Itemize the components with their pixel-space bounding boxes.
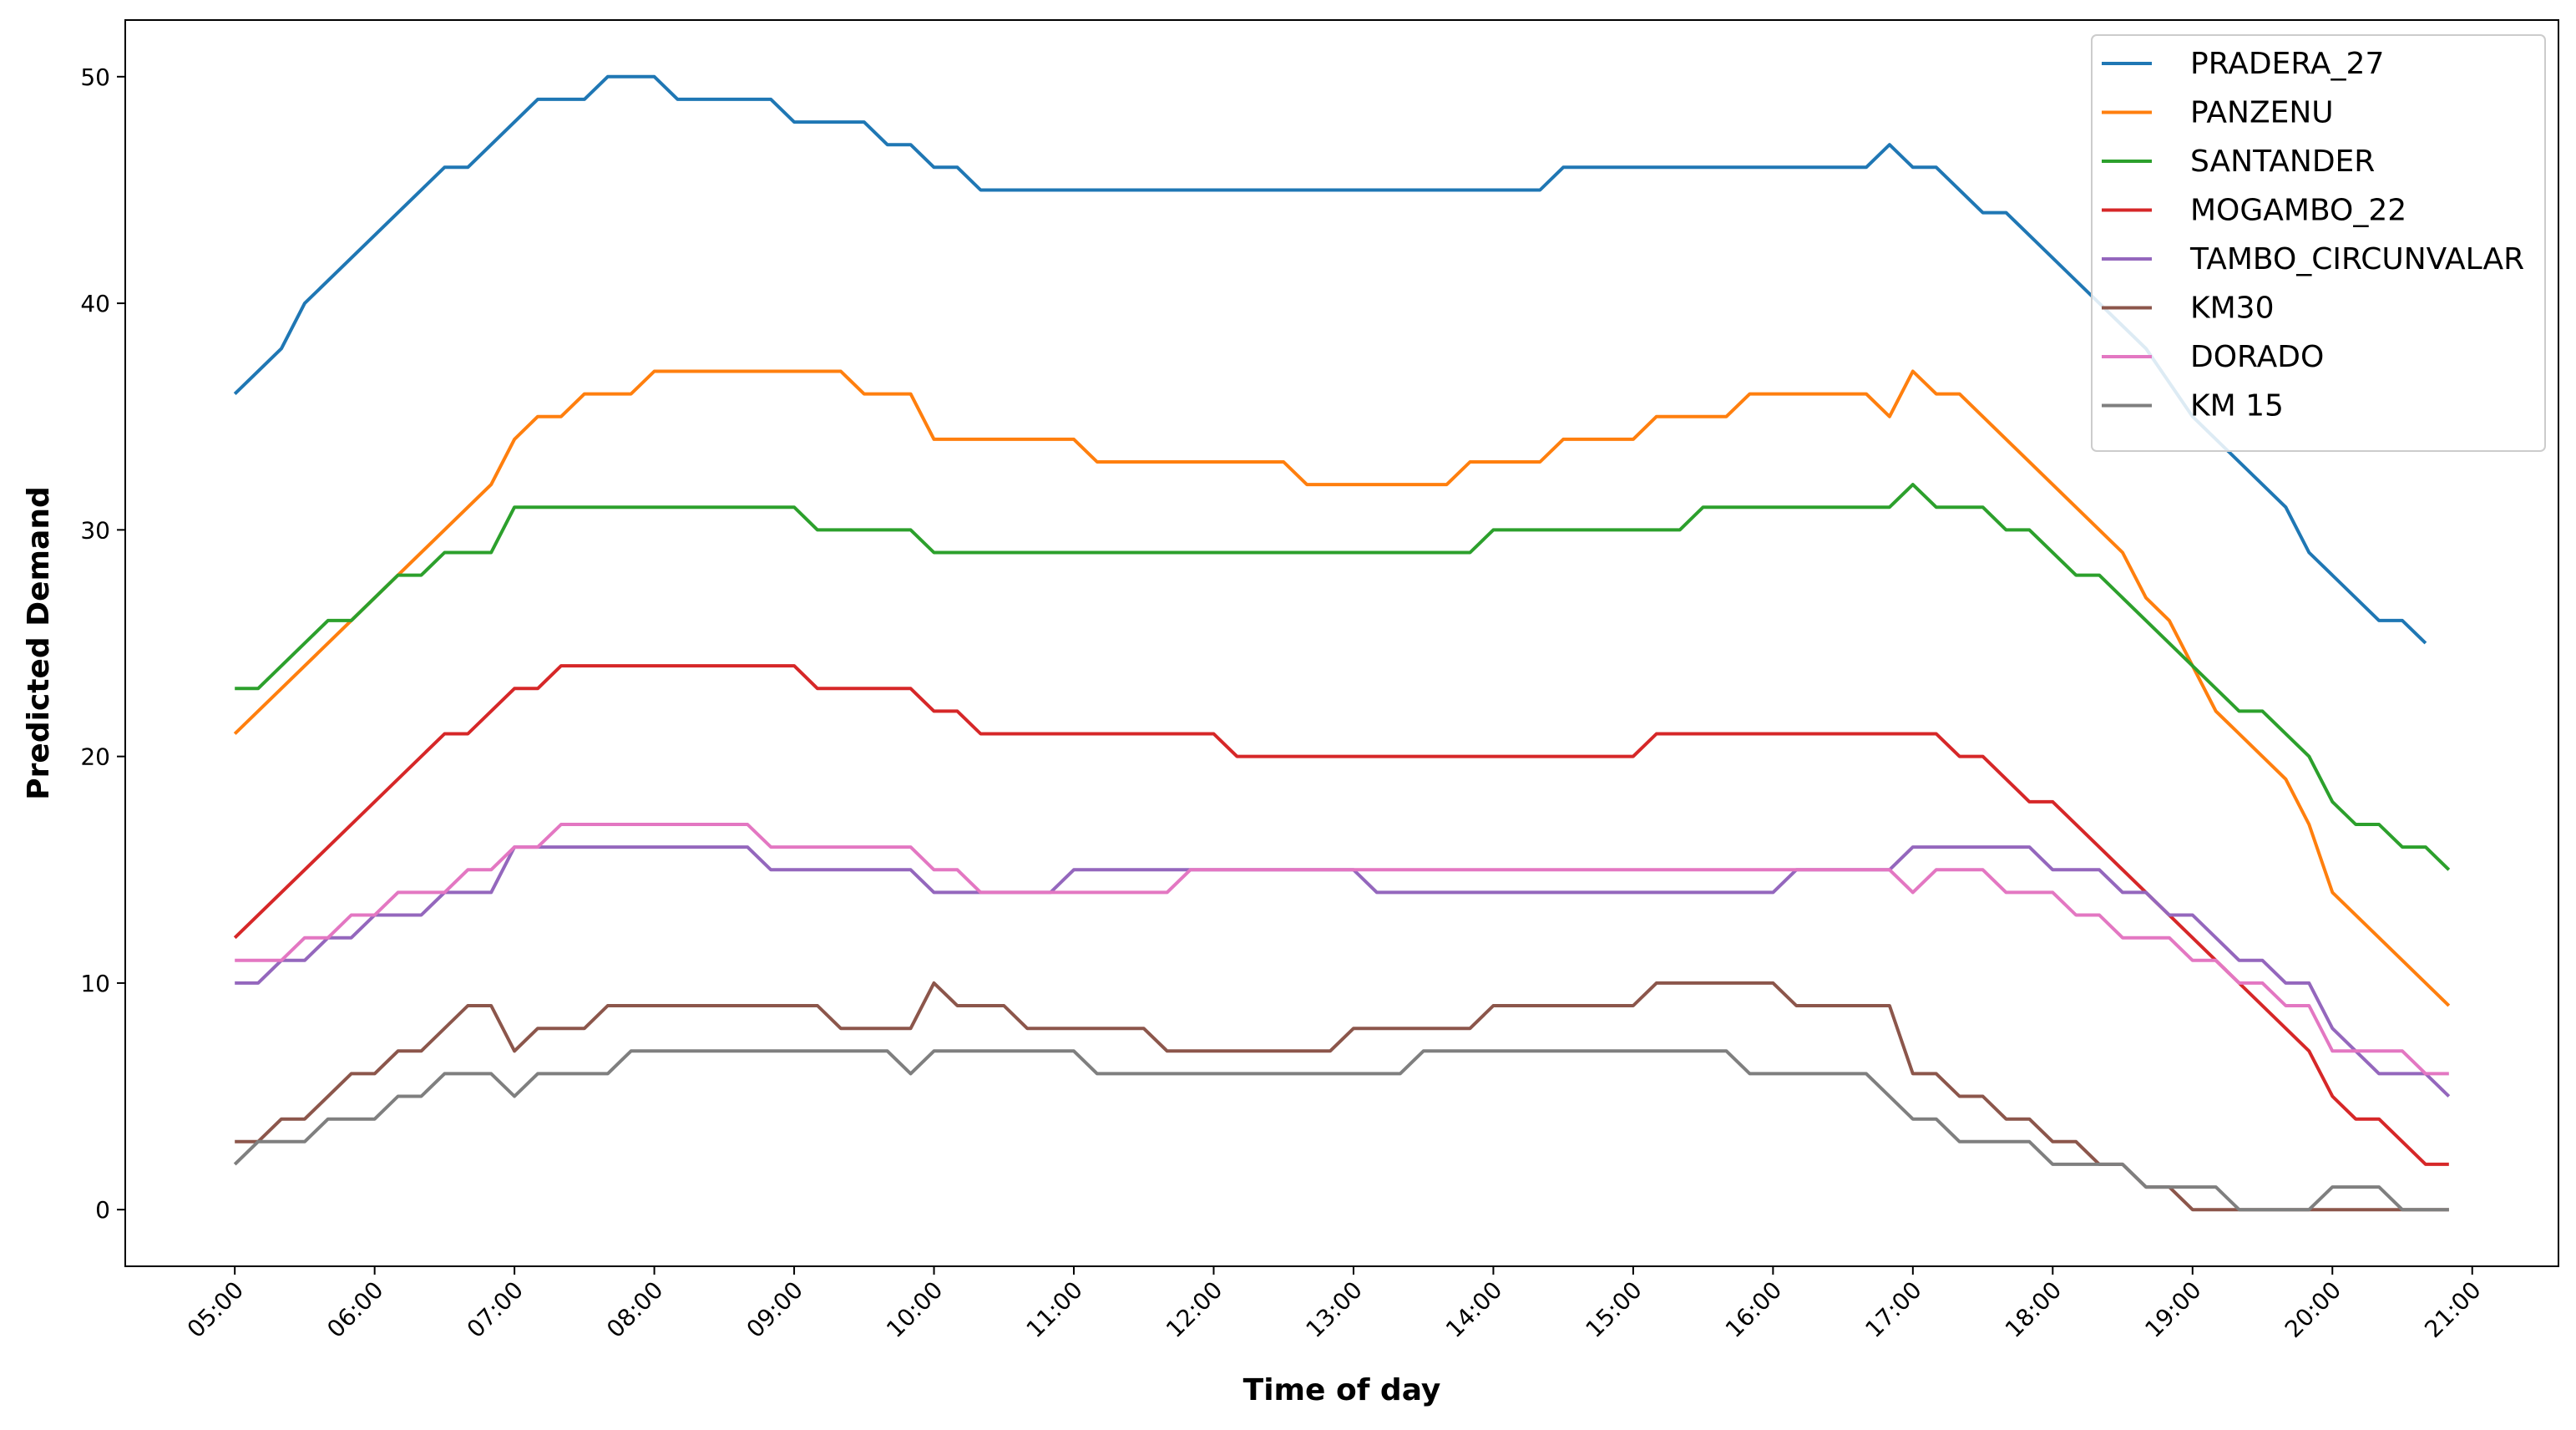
legend: PRADERA_27 PANZENU SANTANDER MOGAMBO_22 TAMB… [2091,34,2546,452]
series-line-santander [235,483,2451,871]
y-tick-label: 50 [80,63,110,91]
series-line-km30 [235,981,2449,1212]
series-line-dorado [235,823,2449,1076]
y-tick-label: 10 [80,970,110,997]
y-tick-label: 0 [95,1196,110,1224]
legend-label: TAMBO_CIRCUNVALAR [2189,242,2524,276]
legend-label: KM 15 [2190,389,2284,423]
series-line-panzenu [233,369,2451,1007]
legend-box [2091,34,2546,452]
y-tick-label: 30 [80,516,110,544]
legend-label: KM30 [2190,292,2274,326]
y-tick-label: 40 [80,290,110,317]
legend-label: PRADERA_27 [2190,47,2384,81]
legend-label: MOGAMBO_22 [2190,194,2406,228]
series-line-tambo-circunvalar [235,845,2451,1098]
series-line-km-15 [233,1049,2449,1212]
series-line-mogambo-22 [233,664,2449,1166]
y-axis-title: Predicted Demand [22,486,56,799]
legend-label: SANTANDER [2190,145,2375,179]
legend-label: PANZENU [2190,96,2334,130]
x-axis-title: Time of day [1243,1373,1441,1407]
y-tick-label: 20 [80,743,110,771]
legend-label: DORADO [2190,340,2324,374]
plot-frame [124,19,2559,1267]
